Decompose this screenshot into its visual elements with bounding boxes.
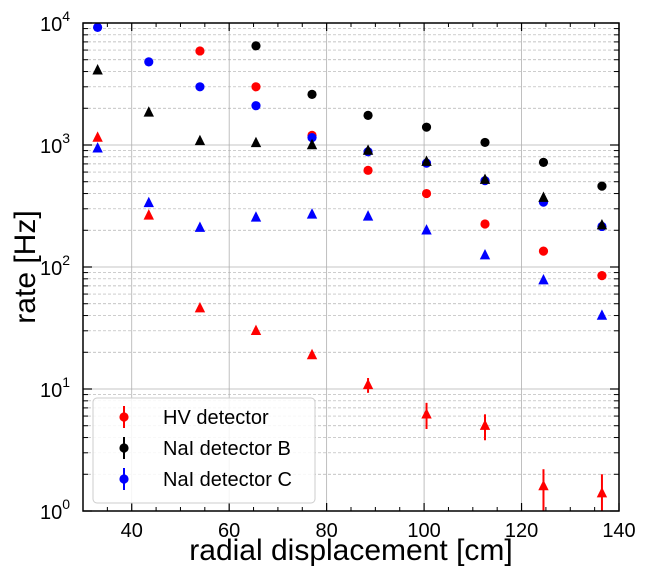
y-tick-base: 10 [40, 502, 62, 524]
triangle-series-point [92, 64, 103, 75]
triangle-series-point [479, 248, 491, 260]
x-tick-label: 80 [316, 520, 338, 542]
x-tick-labels: 40 60 80 100 120 140 [121, 520, 636, 542]
nai-detector-c-point [307, 132, 317, 143]
nai-detector-b-point [480, 137, 490, 148]
legend-marker [119, 412, 129, 422]
hv-detector-point [597, 271, 607, 281]
legend-label: NaI detector B [163, 438, 291, 460]
triangle-series-point [538, 479, 549, 491]
data-points [92, 22, 608, 498]
hv-detector-point [538, 246, 549, 256]
y-tick-base: 10 [40, 136, 62, 158]
y-tick-label: 104 [40, 8, 70, 36]
legend-box [92, 397, 316, 504]
nai-detector-b-point [421, 122, 432, 132]
triangle-series-point [479, 173, 491, 184]
nai-detector-b-point [538, 157, 549, 168]
triangle-series-point [596, 309, 608, 320]
triangle-series-point [306, 208, 318, 219]
legend-label: NaI detector C [163, 469, 292, 491]
nai-detector-c-point [251, 101, 261, 111]
axis-ticks [83, 22, 620, 512]
y-tick-label: 102 [40, 252, 70, 280]
nai-detector-c-point [144, 57, 154, 67]
error-bars [367, 378, 603, 511]
triangle-series-point [143, 209, 154, 220]
x-tick-label: 120 [505, 520, 538, 542]
nai-detector-b-point [307, 89, 317, 99]
hv-detector-point [251, 82, 261, 92]
y-tick-base: 10 [40, 380, 62, 402]
triangle-series-point [362, 378, 374, 390]
triangle-series-point [538, 191, 549, 202]
hv-detector-point [421, 188, 432, 199]
triangle-series-point [194, 221, 206, 232]
triangle-series-point [538, 273, 549, 285]
triangle-series-point [306, 138, 318, 150]
triangle-series-point [250, 136, 262, 148]
y-tick-exponent: 2 [62, 252, 70, 268]
triangle-series-point [479, 419, 491, 430]
legend: HV detector NaI detector B NaI detector C [92, 397, 316, 504]
y-axis-title: rate [Hz] [9, 210, 42, 323]
triangle-series-point [596, 219, 608, 230]
triangle-series-point [143, 196, 154, 208]
nai-detector-b-point [597, 181, 607, 191]
triangle-series-point [250, 211, 262, 222]
nai-detector-b-point [251, 41, 261, 51]
y-tick-exponent: 1 [62, 374, 70, 390]
y-tick-label: 100 [40, 496, 70, 524]
x-tick-label: 40 [121, 520, 143, 542]
nai-detector-b-point [363, 110, 373, 120]
x-tick-label: 60 [218, 520, 240, 542]
nai-detector-c-point [93, 22, 103, 33]
triangle-series-point [306, 348, 318, 360]
y-tick-base: 10 [40, 258, 62, 280]
triangle-series-point [362, 210, 374, 221]
nai-detector-c-point [195, 82, 205, 92]
triangle-series-point [194, 134, 206, 146]
legend-label: HV detector [163, 407, 269, 429]
triangle-series-point [362, 144, 374, 155]
triangle-series-point [596, 486, 608, 498]
triangle-series-point [194, 301, 206, 313]
triangle-series-point [250, 324, 262, 335]
legend-marker [119, 443, 129, 453]
y-tick-exponent: 0 [62, 496, 70, 512]
triangle-series-point [421, 224, 432, 235]
hv-detector-point [195, 46, 205, 56]
hv-detector-point [480, 219, 490, 229]
x-tick-label: 100 [407, 520, 440, 542]
legend-marker [119, 474, 129, 484]
triangle-series-point [421, 155, 432, 166]
grid-lines [83, 23, 619, 511]
y-tick-exponent: 3 [62, 130, 70, 146]
triangle-series-point [421, 408, 432, 419]
y-tick-base: 10 [40, 14, 62, 36]
x-axis-title: radial displacement [cm] [189, 534, 512, 567]
y-tick-label: 101 [40, 374, 70, 402]
triangle-series-point [92, 142, 103, 153]
hv-detector-point [363, 165, 373, 175]
y-tick-label: 103 [40, 130, 70, 158]
triangle-series-point [92, 131, 103, 142]
x-tick-label: 140 [602, 520, 635, 542]
triangle-series-point [143, 106, 154, 117]
y-tick-exponent: 4 [62, 8, 70, 24]
